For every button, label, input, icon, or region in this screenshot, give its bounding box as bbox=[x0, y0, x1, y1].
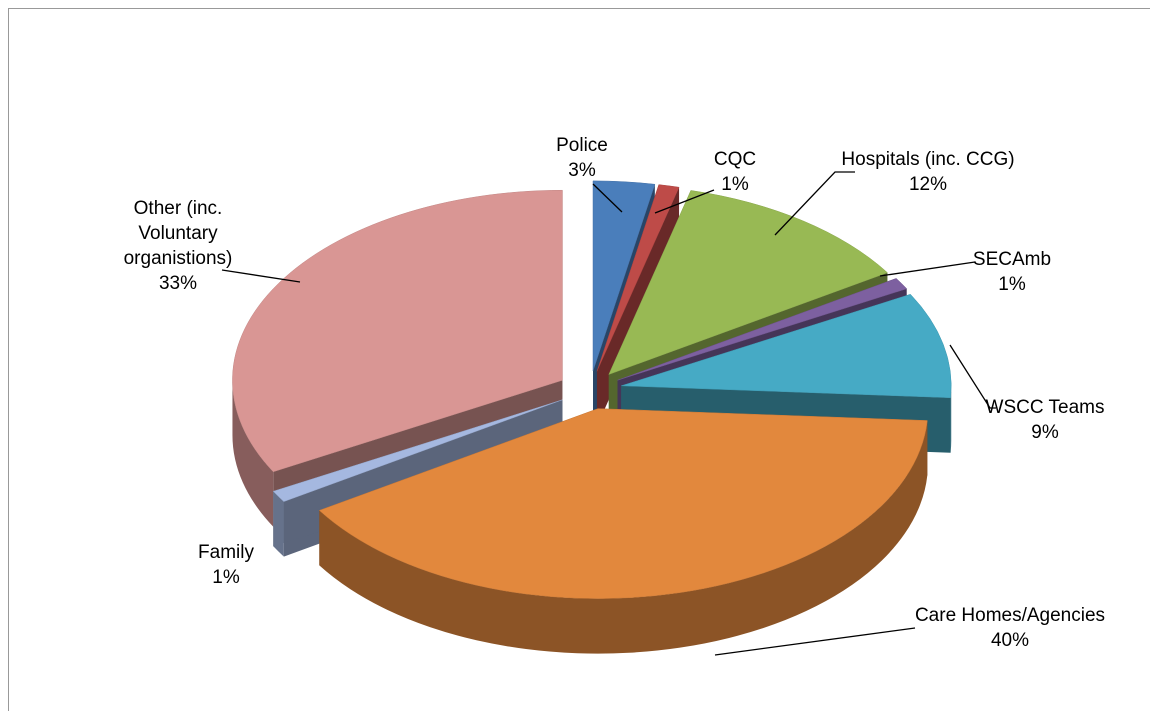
slice-wall bbox=[232, 380, 274, 527]
slice bbox=[272, 399, 563, 502]
value-label: 9% bbox=[1031, 422, 1059, 443]
slice bbox=[318, 408, 928, 599]
leader-line bbox=[221, 269, 301, 283]
slice-wall bbox=[273, 491, 284, 557]
leader-line bbox=[774, 171, 855, 236]
value-label: 12% bbox=[908, 174, 948, 195]
value-label: 1% bbox=[721, 174, 749, 195]
data-label: SECAmb 1% bbox=[962, 247, 1062, 297]
slice-wall bbox=[950, 385, 952, 453]
category-label: CQC bbox=[713, 149, 757, 170]
data-label: Hospitals (inc. CCG) 12% bbox=[823, 147, 1033, 197]
slice bbox=[232, 189, 563, 473]
leader-line bbox=[592, 183, 623, 213]
category-label: SECAmb bbox=[972, 249, 1052, 270]
data-label: Police 3% bbox=[537, 133, 627, 183]
category-label: Police bbox=[556, 135, 608, 156]
slice bbox=[596, 184, 680, 372]
category-label: WSCC Teams bbox=[985, 397, 1105, 418]
category-label: Other (inc. Voluntary organistions) bbox=[123, 198, 233, 269]
data-label: CQC 1% bbox=[690, 147, 780, 197]
category-label: Family bbox=[198, 542, 254, 563]
slice bbox=[617, 278, 908, 381]
category-label: Care Homes/Agencies bbox=[914, 605, 1106, 626]
data-label: Care Homes/Agencies 40% bbox=[910, 603, 1110, 653]
slice bbox=[592, 180, 656, 371]
leader-line bbox=[949, 344, 996, 409]
slice bbox=[621, 293, 952, 399]
category-label: Hospitals (inc. CCG) bbox=[841, 149, 1015, 170]
slice bbox=[608, 190, 888, 375]
data-label: WSCC Teams 9% bbox=[980, 395, 1110, 445]
value-label: 40% bbox=[990, 630, 1030, 651]
value-label: 33% bbox=[158, 273, 198, 294]
leader-line bbox=[714, 627, 916, 656]
value-label: 3% bbox=[568, 160, 596, 181]
slice-wall bbox=[319, 420, 928, 654]
data-label: Other (inc. Voluntary organistions) 33% bbox=[98, 196, 258, 296]
data-label: Family 1% bbox=[181, 540, 271, 590]
leader-line bbox=[879, 261, 976, 277]
leader-line bbox=[654, 189, 715, 214]
value-label: 1% bbox=[998, 274, 1026, 295]
value-label: 1% bbox=[212, 567, 240, 588]
